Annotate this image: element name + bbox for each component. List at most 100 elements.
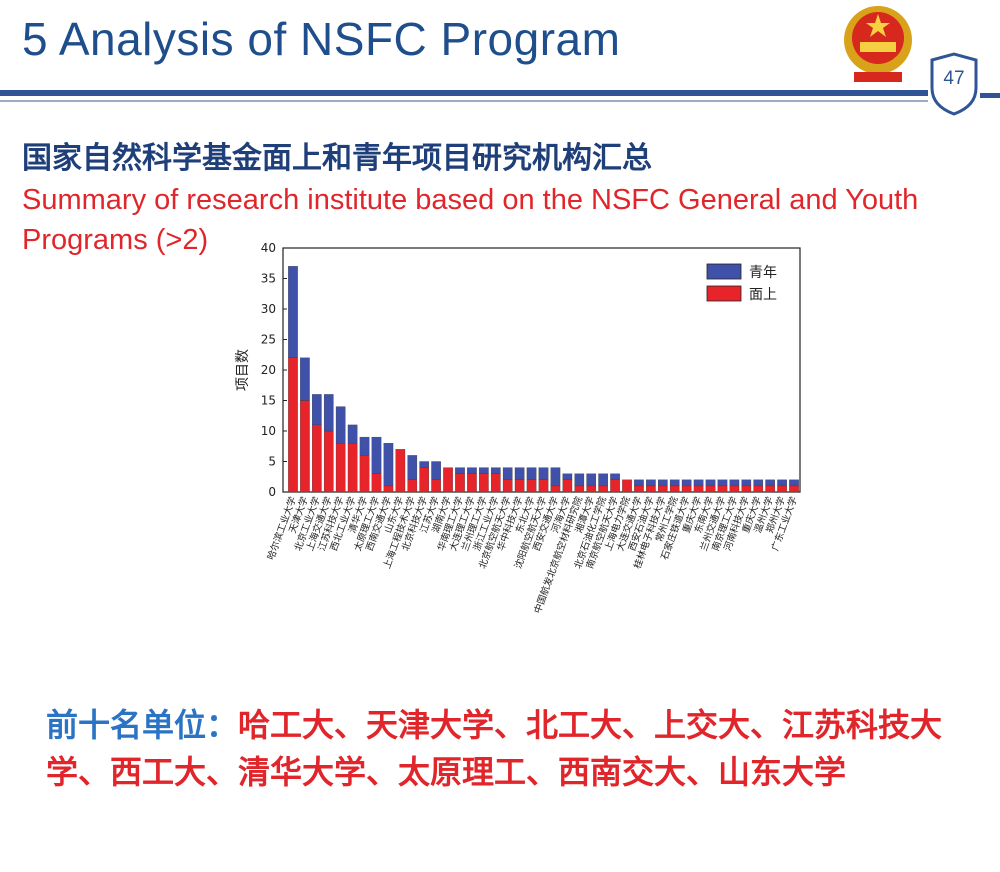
bar-youth bbox=[383, 443, 394, 487]
bar-youth bbox=[538, 467, 549, 480]
bar-youth bbox=[526, 467, 537, 480]
bar-youth bbox=[359, 436, 370, 456]
stacked-bar-chart: 0510152025303540项目数哈尔滨工业大学天津大学北京工业大学上海交通… bbox=[235, 241, 801, 615]
top-ten-names: 哈工大、天津大学、北工大、上交大、江苏科技大学、西工大、清华大学、太原理工、西南… bbox=[46, 706, 943, 791]
page-number: 47 bbox=[943, 68, 965, 89]
y-axis-label: 项目数 bbox=[235, 349, 251, 391]
y-tick-label: 40 bbox=[261, 241, 276, 255]
bar-general bbox=[646, 485, 656, 493]
y-tick-label: 30 bbox=[261, 302, 276, 316]
bar-youth bbox=[753, 479, 764, 487]
bar-general bbox=[717, 485, 728, 493]
y-tick-label: 10 bbox=[261, 424, 276, 438]
bar-youth bbox=[347, 424, 358, 444]
bar-general bbox=[669, 485, 680, 493]
bar-youth bbox=[335, 406, 346, 444]
bar-general bbox=[622, 479, 632, 493]
bar-general bbox=[562, 479, 573, 493]
bar-general bbox=[419, 467, 430, 493]
legend-label-youth: 青年 bbox=[749, 265, 777, 281]
bar-general bbox=[777, 485, 787, 493]
bar-general bbox=[359, 455, 370, 493]
bar-youth bbox=[467, 467, 477, 474]
y-tick-label: 35 bbox=[261, 272, 276, 286]
shield-badge-icon bbox=[930, 52, 978, 116]
header-rule bbox=[0, 90, 928, 96]
bar-general bbox=[502, 479, 513, 493]
bar-youth bbox=[610, 473, 620, 480]
bar-youth bbox=[419, 461, 430, 468]
bar-general bbox=[681, 485, 692, 493]
bar-general bbox=[455, 473, 465, 493]
bar-general bbox=[335, 443, 346, 493]
bar-general bbox=[705, 485, 716, 493]
bar-general bbox=[395, 449, 406, 493]
bar-youth bbox=[550, 467, 561, 487]
bar-youth bbox=[371, 436, 382, 474]
bar-youth bbox=[789, 479, 799, 487]
legend-swatch-youth bbox=[706, 263, 742, 280]
bar-general bbox=[514, 479, 525, 493]
bar-general bbox=[479, 473, 489, 493]
bar-youth bbox=[288, 266, 298, 358]
bar-general bbox=[765, 485, 775, 493]
bar-general bbox=[288, 357, 298, 493]
bar-general bbox=[526, 479, 537, 493]
bar-general bbox=[347, 443, 358, 493]
bar-general bbox=[741, 485, 752, 493]
bar-general bbox=[586, 485, 597, 493]
bar-general bbox=[657, 485, 668, 493]
bar-general bbox=[490, 473, 501, 493]
bar-general bbox=[407, 479, 418, 493]
bar-youth bbox=[300, 357, 310, 401]
bar-youth bbox=[586, 473, 597, 487]
y-tick-label: 20 bbox=[261, 363, 276, 377]
bar-general bbox=[371, 473, 382, 493]
bar-youth bbox=[777, 479, 787, 487]
bar-youth bbox=[490, 467, 501, 474]
bar-general bbox=[550, 485, 561, 493]
bar-youth bbox=[407, 455, 418, 480]
top-ten-units: 前十名单位：哈工大、天津大学、北工大、上交大、江苏科技大学、西工大、清华大学、太… bbox=[46, 702, 966, 796]
bar-youth bbox=[598, 473, 608, 487]
section-heading-en: Summary of research institute based on t… bbox=[22, 184, 919, 256]
bar-youth bbox=[323, 394, 334, 432]
bar-youth bbox=[431, 461, 441, 480]
section-heading-cn: 国家自然科学基金面上和青年项目研究机构汇总 bbox=[22, 141, 652, 176]
y-tick-label: 5 bbox=[268, 455, 276, 469]
bar-youth bbox=[729, 479, 740, 487]
bar-general bbox=[443, 467, 453, 493]
bar-youth bbox=[717, 479, 728, 487]
bar-youth bbox=[455, 467, 465, 474]
bar-general bbox=[789, 485, 799, 493]
national-emblem-icon bbox=[844, 6, 912, 82]
top-ten-label: 前十名单位： bbox=[46, 706, 239, 744]
bar-general bbox=[574, 485, 585, 493]
y-tick-label: 15 bbox=[261, 394, 276, 408]
bar-youth bbox=[657, 479, 668, 487]
bar-general bbox=[634, 485, 644, 493]
bar-youth bbox=[705, 479, 716, 487]
bar-youth bbox=[574, 473, 585, 487]
legend-label-general: 面上 bbox=[749, 287, 777, 303]
bar-general bbox=[467, 473, 477, 493]
bar-general bbox=[312, 424, 322, 493]
bar-youth bbox=[502, 467, 513, 480]
bar-youth bbox=[646, 479, 656, 487]
bar-general bbox=[538, 479, 549, 493]
bar-general bbox=[383, 485, 394, 493]
bar-youth bbox=[514, 467, 525, 480]
bar-youth bbox=[693, 479, 704, 487]
bar-youth bbox=[741, 479, 752, 487]
page-title: 5 Analysis of NSFC Program bbox=[22, 13, 621, 65]
bar-youth bbox=[669, 479, 680, 487]
bar-youth bbox=[562, 473, 573, 480]
bar-general bbox=[753, 485, 764, 493]
bar-general bbox=[729, 485, 740, 493]
bar-general bbox=[431, 479, 441, 493]
bar-general bbox=[693, 485, 704, 493]
header-rule-right bbox=[980, 93, 1000, 98]
y-tick-label: 25 bbox=[261, 333, 276, 347]
bar-general bbox=[300, 400, 310, 493]
y-tick-label: 0 bbox=[268, 485, 276, 499]
